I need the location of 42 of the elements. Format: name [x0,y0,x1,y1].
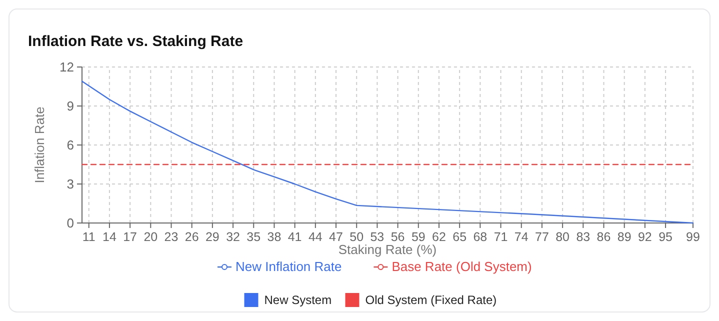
legend-label: New Inflation Rate [236,259,342,274]
x-tick-label: 89 [617,230,632,244]
x-tick-label: 56 [390,230,405,244]
x-tick-label: 47 [329,230,344,244]
x-tick-label: 86 [596,230,611,244]
chart-title: Inflation Rate vs. Staking Rate [28,33,244,50]
x-tick-label: 26 [184,230,199,244]
x-tick-label: 92 [638,230,652,244]
x-tick-label: 53 [370,230,384,244]
x-tick-label: 80 [556,230,570,244]
x-tick-label: 62 [432,230,446,244]
x-tick-label: 20 [144,230,158,244]
y-tick-label: 9 [66,98,74,114]
x-tick-label: 11 [82,230,96,244]
x-tick-label: 23 [164,230,178,244]
x-tick-label: 44 [308,230,322,244]
x-tick-label: 17 [123,230,138,244]
x-tick-label: 32 [226,230,240,244]
y-tick-label: 0 [66,216,74,231]
y-tick-label: 12 [60,60,74,75]
x-tick-label: 38 [267,230,282,244]
x-tick-label: 29 [205,230,220,244]
x-tick-label: 41 [288,230,302,244]
x-tick-label: 68 [473,230,488,244]
x-tick-label: 77 [535,230,549,244]
x-axis-title: Staking Rate (%) [338,242,437,257]
x-tick-label: 95 [658,230,673,244]
x-tick-label: 50 [350,230,364,244]
x-tick-label: 71 [494,230,508,244]
legend-label: Base Rate (Old System) [392,259,532,274]
x-tick-label: 14 [102,230,116,244]
x-tick-label: 35 [246,230,261,244]
y-tick-label: 6 [66,138,74,153]
x-tick-label: 74 [514,230,528,244]
text: New System [264,293,332,307]
y-axis-title: Inflation Rate [32,106,47,184]
text: Old System (Fixed Rate) [365,293,497,307]
y-tick-label: 3 [66,176,74,192]
x-tick-label: 99 [686,230,700,244]
x-tick-label: 65 [452,230,467,244]
x-tick-label: 59 [411,230,426,244]
x-tick-label: 83 [576,230,590,244]
